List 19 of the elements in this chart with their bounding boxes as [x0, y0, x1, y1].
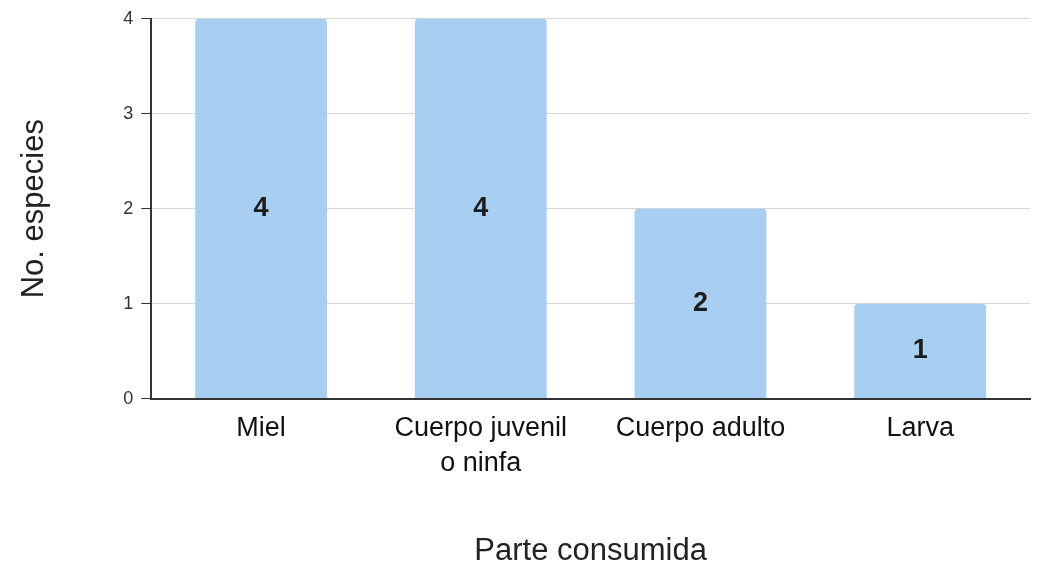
data-label: 1	[912, 334, 928, 365]
bar	[634, 208, 767, 399]
x-tick-label: Cuerpo juvenil o ninfa	[394, 411, 568, 477]
x-tick-label: Larva	[886, 411, 955, 442]
x-tick-label: Cuerpo adulto	[615, 411, 786, 442]
data-label: 2	[692, 286, 708, 317]
data-label: 4	[253, 191, 269, 222]
data-label: 4	[473, 191, 489, 222]
bar	[854, 303, 987, 399]
y-axis-title: No. especies	[15, 119, 51, 299]
y-tick-label: 1	[123, 292, 134, 313]
bar	[195, 18, 327, 399]
y-tick-label: 4	[123, 7, 134, 28]
x-axis-title: Parte consumida	[474, 531, 708, 567]
y-tick-label: 0	[123, 387, 134, 408]
bar	[414, 18, 547, 399]
y-tick-label: 2	[123, 197, 134, 218]
y-tick-label: 3	[123, 102, 134, 123]
x-tick-label: Miel	[236, 411, 286, 442]
